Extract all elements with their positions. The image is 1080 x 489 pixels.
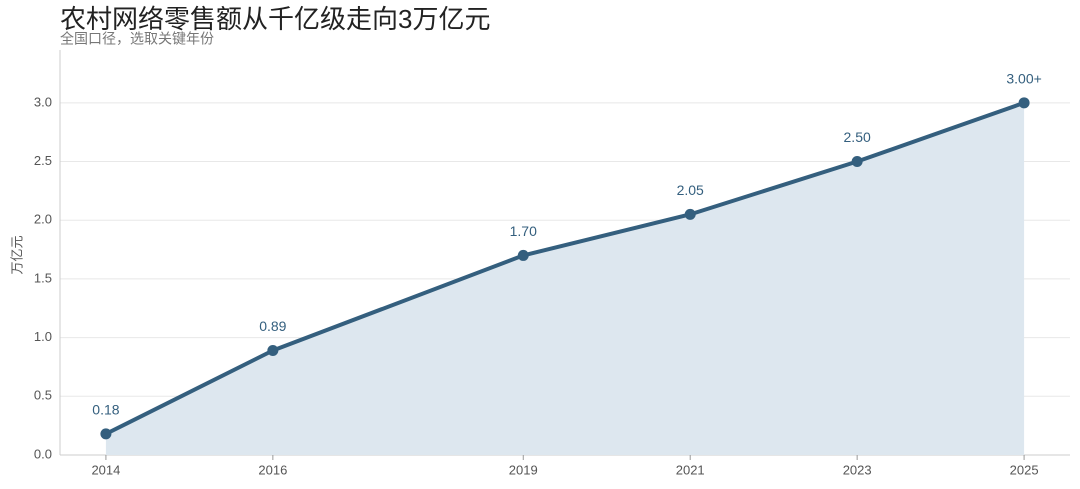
value-label: 2.05 (677, 182, 704, 198)
x-tick-label: 2014 (91, 462, 120, 477)
point (267, 345, 279, 357)
y-tick-label: 2.5 (34, 153, 52, 168)
y-axis-label: 万亿元 (9, 235, 24, 274)
point (1018, 97, 1030, 109)
y-tick-label: 1.0 (34, 329, 52, 344)
y-tick-label: 0.5 (34, 388, 52, 403)
value-label: 0.89 (259, 318, 286, 334)
line (105, 100, 1025, 436)
area (105, 102, 1025, 456)
chart-subtitle: 全国口径，选取关键年份 (60, 31, 214, 47)
value-label: 3.00+ (1006, 71, 1041, 87)
y-tick-label: 3.0 (34, 94, 52, 109)
point (684, 208, 696, 220)
x-tick-label: 2019 (509, 462, 538, 477)
chart-title: 农村网络零售额从千亿级走向3万亿元 (60, 4, 490, 34)
x-tick-label: 2021 (676, 462, 705, 477)
y-tick-label: 1.5 (34, 270, 52, 285)
x-tick-label: 2016 (258, 462, 287, 477)
value-label: 2.50 (844, 129, 871, 145)
point (851, 156, 863, 168)
x-tick-label: 2025 (1010, 462, 1039, 477)
y-tick-label: 2.0 (34, 212, 52, 227)
point (100, 428, 112, 440)
value-label: 0.18 (92, 402, 119, 418)
y-tick-label: 0.0 (34, 446, 52, 461)
x-tick-label: 2023 (843, 462, 872, 477)
value-label: 1.70 (510, 223, 537, 239)
point (517, 249, 529, 261)
